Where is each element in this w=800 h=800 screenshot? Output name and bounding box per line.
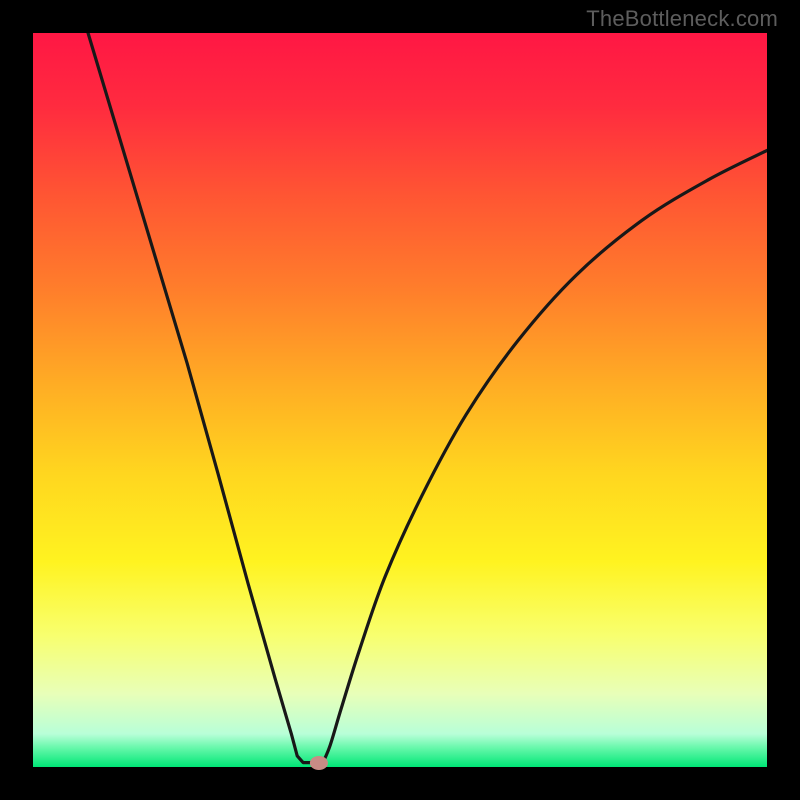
minimum-marker — [310, 756, 328, 770]
curve-layer — [33, 33, 767, 767]
watermark-text: TheBottleneck.com — [586, 6, 778, 32]
plot-area — [33, 33, 767, 767]
bottleneck-curve — [88, 33, 767, 764]
